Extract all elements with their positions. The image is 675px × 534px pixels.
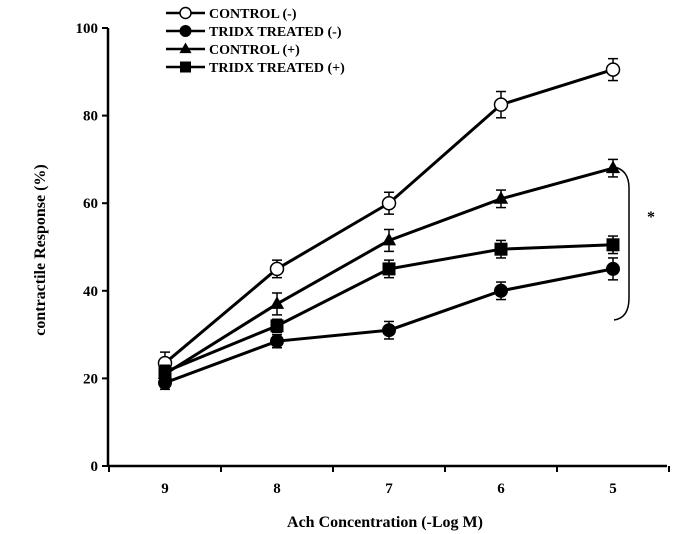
data-point: [605, 160, 621, 174]
x-tick-label: 6: [497, 481, 505, 497]
data-point: [494, 283, 508, 298]
data-point: [606, 261, 620, 276]
x-tick-label: 8: [273, 481, 281, 497]
data-point: [382, 262, 396, 276]
data-point: [606, 238, 620, 252]
legend-label: CONTROL (+): [209, 43, 300, 58]
x-tick-label: 7: [385, 481, 393, 497]
data-point: [381, 232, 397, 246]
data-point: [179, 42, 192, 54]
series: [157, 57, 621, 375]
data-point: [179, 6, 192, 20]
series-line: [164, 68, 614, 365]
series-layer: [157, 57, 621, 391]
data-point: [158, 365, 172, 379]
axes: 0 20 40 60 80 100 9 8 7 6 5: [76, 21, 670, 497]
y-tick-label: 40: [83, 284, 98, 300]
significance-bracket: [613, 166, 630, 321]
legend-label: TRIDX TREATED (+): [209, 61, 345, 76]
y-tick-label: 60: [83, 196, 98, 212]
data-point: [605, 62, 621, 77]
series: [158, 257, 620, 391]
legend-label: CONTROL (-): [209, 7, 297, 22]
data-point: [179, 25, 192, 37]
legend-label: TRIDX TREATED (-): [209, 25, 342, 40]
x-tick-label: 9: [161, 481, 169, 497]
annotation-layer: *: [613, 166, 655, 321]
data-point: [270, 319, 284, 333]
y-axis-title: contractile Response (%): [32, 164, 49, 336]
data-point: [493, 191, 509, 204]
significance-asterisk: *: [647, 209, 655, 226]
data-point: [493, 97, 509, 112]
data-point: [494, 242, 508, 256]
x-axis-title: Ach Concentration (-Log M): [287, 514, 483, 531]
y-tick-label: 20: [83, 371, 98, 387]
data-point: [381, 195, 397, 211]
data-point: [270, 334, 284, 349]
data-point: [180, 61, 191, 73]
y-tick-label: 0: [91, 459, 99, 475]
legend: CONTROL (-) TRIDX TREATED (-) CONTROL (+) T…: [166, 6, 345, 76]
data-point: [382, 323, 396, 338]
data-point: [269, 296, 285, 309]
y-tick-label: 100: [76, 21, 99, 37]
y-tick-label: 80: [83, 109, 98, 125]
series: [158, 235, 620, 380]
data-point: [269, 261, 285, 277]
x-tick-label: 5: [609, 481, 617, 497]
